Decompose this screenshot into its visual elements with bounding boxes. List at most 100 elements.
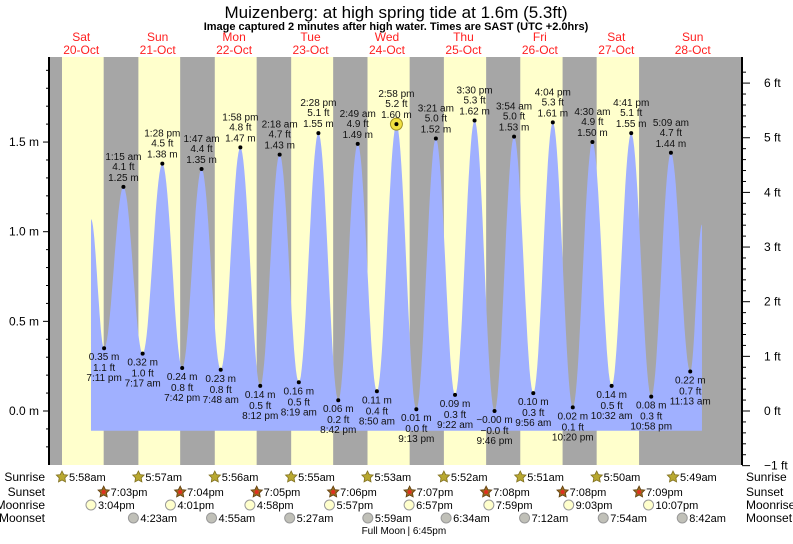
sunset-time: 7:03pm bbox=[111, 487, 148, 499]
sunset-time: 7:08pm bbox=[570, 487, 607, 499]
low-tide-time: 10:32 am bbox=[591, 411, 633, 422]
low-tide-ft: 0.8 ft bbox=[171, 383, 193, 394]
left-tick-label: 0.5 m bbox=[9, 314, 39, 328]
low-tide-point bbox=[180, 365, 185, 370]
low-tide-m: 0.16 m bbox=[284, 386, 315, 397]
right-tick-label: 3 ft bbox=[764, 240, 781, 254]
date-label: 21-Oct bbox=[140, 43, 177, 57]
sunset-time: 7:06pm bbox=[340, 487, 377, 499]
moon-icon bbox=[244, 499, 256, 511]
date-label: 27-Oct bbox=[598, 43, 635, 57]
sunrise-time: 5:50am bbox=[604, 472, 641, 484]
sunset-dot-icon bbox=[101, 490, 106, 494]
high-tide-m: 1.61 m bbox=[538, 108, 569, 119]
tide-area bbox=[90, 120, 703, 431]
moon-phase-time: | 6:45pm bbox=[407, 526, 446, 537]
sunset-time: 7:05pm bbox=[264, 487, 301, 499]
low-tide-time: 8:50 am bbox=[359, 416, 395, 427]
moon-icon bbox=[85, 499, 97, 511]
high-tide-point bbox=[394, 122, 399, 127]
moonrise-time: 6:57pm bbox=[416, 500, 453, 512]
high-tide-point bbox=[472, 118, 477, 123]
sunset-time: 7:09pm bbox=[646, 487, 683, 499]
low-tide-m: 0.02 m bbox=[557, 411, 588, 422]
moonset-icon bbox=[597, 512, 609, 524]
low-tide-ft: 0.3 ft bbox=[444, 410, 466, 421]
high-tide-time: 4:04 pm bbox=[535, 87, 571, 98]
high-tide-ft: 4.7 ft bbox=[269, 130, 291, 141]
moonrise-time: 4:58pm bbox=[257, 500, 294, 512]
low-tide-m: 0.10 m bbox=[518, 397, 549, 408]
day-of-week-label: Sun bbox=[147, 30, 168, 44]
low-tide-point bbox=[374, 389, 379, 394]
sun-icon bbox=[55, 470, 69, 483]
right-tick-label: −1 ft bbox=[764, 459, 788, 473]
day-of-week-label: Fri bbox=[533, 30, 547, 44]
high-tide-ft: 4.4 ft bbox=[190, 144, 212, 155]
high-tide-ft: 5.3 ft bbox=[463, 96, 485, 107]
day-of-week-label: Thu bbox=[453, 30, 474, 44]
low-tide-ft: 0.4 ft bbox=[366, 406, 388, 417]
moonset-time: 7:54am bbox=[610, 513, 647, 525]
low-tide-m: 0.24 m bbox=[167, 372, 198, 383]
low-tide-time: 9:22 am bbox=[437, 420, 473, 431]
sunset-time: 7:04pm bbox=[187, 487, 224, 499]
high-tide-ft: 5.0 ft bbox=[503, 112, 525, 123]
moonset-time: 4:23am bbox=[140, 513, 177, 525]
day-of-week-label: Sun bbox=[682, 30, 703, 44]
right-tick-label: 1 ft bbox=[764, 349, 781, 363]
date-label: 22-Oct bbox=[216, 43, 253, 57]
high-tide-point bbox=[550, 120, 555, 125]
moonset-time: 7:12am bbox=[532, 513, 569, 525]
moonset-time: 5:59am bbox=[375, 513, 412, 525]
sunset-dot-icon bbox=[637, 490, 642, 494]
low-tide-point bbox=[492, 409, 497, 413]
low-tide-time: 7:11 pm bbox=[86, 373, 121, 384]
high-tide-m: 1.55 m bbox=[303, 119, 334, 130]
high-tide-time: 4:30 am bbox=[574, 107, 610, 118]
low-tide-ft: 0.5 ft bbox=[249, 401, 271, 412]
left-tick-label: 0.0 m bbox=[9, 404, 39, 418]
sun-icon bbox=[284, 470, 298, 483]
sun-icon bbox=[131, 470, 145, 483]
chart-subtitle: Image captured 2 minutes after high wate… bbox=[204, 21, 589, 33]
high-tide-m: 1.62 m bbox=[459, 107, 490, 118]
sunset-dot-icon bbox=[254, 490, 259, 494]
date-label: 20-Oct bbox=[63, 43, 100, 57]
high-tide-time: 2:49 am bbox=[340, 109, 376, 120]
moon-icon bbox=[403, 499, 415, 511]
low-tide-ft: 0.5 ft bbox=[601, 401, 623, 412]
high-tide-point bbox=[199, 166, 204, 171]
moonset-icon bbox=[519, 512, 531, 524]
high-tide-time: 2:18 am bbox=[262, 120, 298, 131]
low-tide-time: 10:58 pm bbox=[630, 422, 672, 433]
right-tick-label: 2 ft bbox=[764, 295, 781, 309]
sunrise-time: 5:53am bbox=[374, 472, 411, 484]
moonrise-time: 3:04pm bbox=[98, 500, 135, 512]
high-tide-m: 1.50 m bbox=[577, 128, 608, 139]
high-tide-time: 2:28 pm bbox=[300, 98, 336, 109]
low-tide-time: 7:48 am bbox=[203, 395, 239, 406]
moonrise-time: 9:03pm bbox=[576, 500, 613, 512]
moonrise-row-label: Moonrise bbox=[0, 498, 45, 512]
high-tide-ft: 4.5 ft bbox=[151, 139, 173, 150]
low-tide-ft: 0.7 ft bbox=[679, 387, 701, 398]
moonrise-time: 5:57pm bbox=[336, 500, 373, 512]
high-tide-time: 5:09 am bbox=[653, 118, 689, 129]
low-tide-time: 9:13 pm bbox=[398, 434, 434, 445]
low-tide-point bbox=[531, 391, 536, 396]
low-tide-m: 0.01 m bbox=[401, 413, 432, 424]
low-tide-point bbox=[570, 405, 575, 410]
moonrise-time: 7:59pm bbox=[496, 500, 533, 512]
low-tide-m: 0.09 m bbox=[440, 399, 471, 410]
day-of-week-label: Sat bbox=[607, 30, 626, 44]
sunrise-time: 5:57am bbox=[145, 472, 182, 484]
high-tide-m: 1.43 m bbox=[264, 141, 295, 152]
high-tide-m: 1.53 m bbox=[499, 123, 530, 134]
high-tide-m: 1.47 m bbox=[225, 133, 256, 144]
low-tide-point bbox=[453, 392, 458, 397]
low-tide-ft: 1.1 ft bbox=[93, 363, 115, 374]
sun-icon bbox=[360, 470, 375, 483]
low-tide-ft: 0.3 ft bbox=[640, 412, 662, 423]
